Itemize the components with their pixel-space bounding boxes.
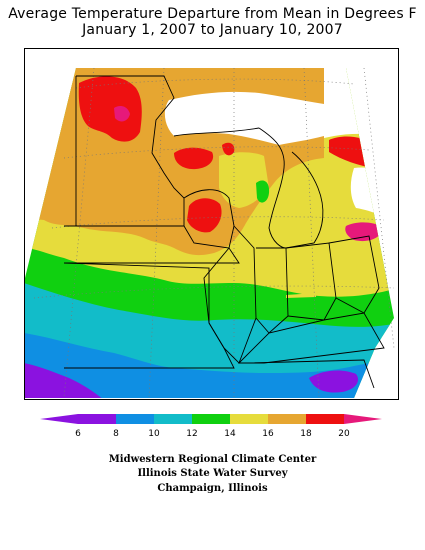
band-18-20-wisconsin-s [187,198,222,233]
credit-line-1: Midwestern Regional Climate Center [108,454,317,465]
color-fill-layer [25,68,394,398]
iowa-border [64,225,240,264]
pennsylvania-wv-border [328,235,380,314]
boundaries [63,75,385,389]
legend-tick-label: 10 [148,429,160,439]
band-14-16-ohio [286,293,316,298]
graticule [33,67,395,399]
tennessee-border [248,359,375,389]
band-14-16-lake [219,152,269,208]
band-20-plus [114,106,130,122]
legend-tick-label: 20 [338,429,350,439]
michigan-outline [258,127,324,249]
legend-arrow-low [40,414,78,424]
band-18-20-minnesota [78,76,142,142]
legend-tick-label: 6 [75,429,81,439]
legend-swatch [306,414,344,424]
credit-line-3: Champaign, Illinois [157,483,268,494]
band-18-20-wisconsin-ne [222,142,235,156]
band-18-20-wisconsin-n [174,147,214,170]
legend-swatch [78,414,116,424]
legend-tick-label: 16 [262,429,274,439]
band-6-8-se [309,370,359,393]
band-8-10 [25,333,394,398]
missouri-border [63,262,235,369]
credit-line-2: Illinois State Water Survey [137,468,288,479]
legend-arrow-high [344,414,382,424]
legend-tick-labels: 6 8 10 12 14 16 18 20 [75,429,350,439]
map-title: Average Temperature Departure from Mean … [8,6,417,22]
legend-swatch [116,414,154,424]
illinois-border [203,225,257,364]
lake-superior-area [164,91,324,145]
legend-swatch [230,414,268,424]
wisconsin-border [183,189,235,249]
legend-swatch [192,414,230,424]
map-date-range: January 1, 2007 to January 10, 2007 [82,22,343,38]
temperature-departure-map [24,48,399,400]
legend-tick-label: 14 [224,429,236,439]
minnesota-border [64,75,185,227]
legend-tick-label: 18 [300,429,312,439]
band-12-14-michigan [256,180,270,203]
band-20-plus-east [345,222,384,242]
color-legend: 6 8 10 12 14 16 18 20 [40,414,382,439]
upper-peninsula-coast [173,127,260,137]
legend-swatch [154,414,192,424]
legend-tick-label: 8 [113,429,119,439]
legend-tick-label: 12 [186,429,197,439]
legend-swatches [40,414,382,424]
band-6-8-sw [25,363,104,398]
legend-swatch [268,414,306,424]
